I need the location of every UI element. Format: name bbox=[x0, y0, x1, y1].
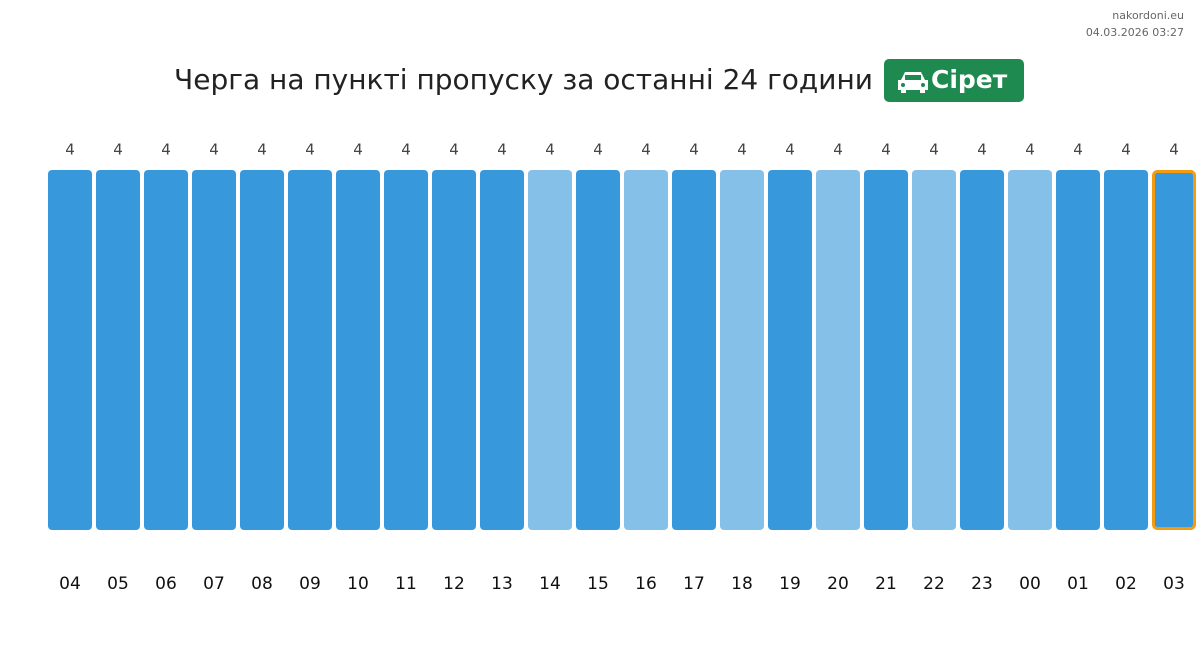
x-tick-label: 22 bbox=[923, 574, 945, 594]
bar bbox=[96, 170, 140, 530]
value-label: 4 bbox=[401, 141, 411, 159]
x-tick-label: 17 bbox=[683, 574, 705, 594]
value-label: 4 bbox=[545, 141, 555, 159]
x-tick-label: 02 bbox=[1115, 574, 1137, 594]
bar bbox=[144, 170, 188, 530]
x-tick-label: 03 bbox=[1163, 574, 1185, 594]
value-label: 4 bbox=[113, 141, 123, 159]
bar bbox=[576, 170, 620, 530]
bar bbox=[48, 170, 92, 530]
x-tick-label: 20 bbox=[827, 574, 849, 594]
bar bbox=[1104, 170, 1148, 530]
value-label: 4 bbox=[497, 141, 507, 159]
badge bbox=[884, 59, 1024, 102]
x-tick-label: 16 bbox=[635, 574, 657, 594]
value-label: 4 bbox=[1073, 141, 1083, 159]
x-tick-label: 04 bbox=[59, 574, 81, 594]
x-tick-label: 13 bbox=[491, 574, 513, 594]
bar bbox=[960, 170, 1004, 530]
value-label: 4 bbox=[305, 141, 315, 159]
value-label: 4 bbox=[1025, 141, 1035, 159]
badge-label: Сірет bbox=[931, 65, 1008, 94]
value-label: 4 bbox=[257, 141, 267, 159]
value-label: 4 bbox=[689, 141, 699, 159]
x-tick-label: 01 bbox=[1067, 574, 1089, 594]
timestamp: 04.03.2026 03:27 bbox=[1086, 26, 1184, 39]
bar bbox=[432, 170, 476, 530]
bar bbox=[720, 170, 764, 530]
bar bbox=[1152, 170, 1196, 530]
bar bbox=[624, 170, 668, 530]
value-label: 4 bbox=[1169, 141, 1179, 159]
value-label: 4 bbox=[353, 141, 363, 159]
x-tick-label: 14 bbox=[539, 574, 561, 594]
value-label: 4 bbox=[881, 141, 891, 159]
value-label: 4 bbox=[977, 141, 987, 159]
value-label: 4 bbox=[1121, 141, 1131, 159]
source: nakordoni.eu bbox=[1112, 9, 1184, 22]
x-tick-label: 19 bbox=[779, 574, 801, 594]
bar bbox=[288, 170, 332, 530]
value-label: 4 bbox=[641, 141, 651, 159]
x-tick-label: 12 bbox=[443, 574, 465, 594]
x-tick-label: 18 bbox=[731, 574, 753, 594]
value-label: 4 bbox=[209, 141, 219, 159]
bar bbox=[384, 170, 428, 530]
value-label: 4 bbox=[449, 141, 459, 159]
bar bbox=[336, 170, 380, 530]
x-tick-label: 00 bbox=[1019, 574, 1041, 594]
x-tick-label: 09 bbox=[299, 574, 321, 594]
bar bbox=[672, 170, 716, 530]
x-tick-label: 23 bbox=[971, 574, 993, 594]
bar bbox=[192, 170, 236, 530]
bar bbox=[816, 170, 860, 530]
value-label: 4 bbox=[785, 141, 795, 159]
chart-title: Черга на пункті пропуску за останні 24 г… bbox=[174, 63, 873, 96]
x-tick-label: 05 bbox=[107, 574, 129, 594]
x-tick-label: 10 bbox=[347, 574, 369, 594]
bar bbox=[912, 170, 956, 530]
value-label: 4 bbox=[65, 141, 75, 159]
car-icon bbox=[898, 72, 928, 93]
x-tick-label: 08 bbox=[251, 574, 273, 594]
value-label: 4 bbox=[929, 141, 939, 159]
value-label: 4 bbox=[161, 141, 171, 159]
bar bbox=[1056, 170, 1100, 530]
x-tick-label: 07 bbox=[203, 574, 225, 594]
value-label: 4 bbox=[737, 141, 747, 159]
x-tick-label: 06 bbox=[155, 574, 177, 594]
x-tick-label: 11 bbox=[395, 574, 417, 594]
bar bbox=[1008, 170, 1052, 530]
bar bbox=[480, 170, 524, 530]
bar bbox=[240, 170, 284, 530]
value-label: 4 bbox=[833, 141, 843, 159]
bar bbox=[528, 170, 572, 530]
x-tick-label: 15 bbox=[587, 574, 609, 594]
bar bbox=[864, 170, 908, 530]
value-label: 4 bbox=[593, 141, 603, 159]
x-tick-label: 21 bbox=[875, 574, 897, 594]
bar bbox=[768, 170, 812, 530]
